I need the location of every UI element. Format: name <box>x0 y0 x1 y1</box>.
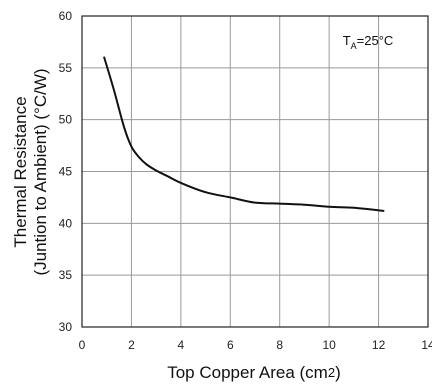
y-tick-label: 50 <box>59 113 73 127</box>
ambient-temperature-annotation: TA=25°C <box>343 33 394 51</box>
plot-frame <box>81 15 429 328</box>
y-tick-label: 35 <box>59 268 73 282</box>
x-tick-label: 6 <box>227 338 234 352</box>
annotation-main: T <box>343 33 351 48</box>
y-axis-label-line1: Thermal Resistance <box>11 96 30 247</box>
grid-lines <box>81 15 429 328</box>
x-tick-label: 2 <box>128 338 135 352</box>
x-axis-label: Top Copper Area (cm2) <box>167 363 341 382</box>
y-axis-label-line2: (Juntion to Ambient) (°C/W) <box>31 68 50 275</box>
x-axis-label-suffix: ) <box>335 363 341 382</box>
annotation-sub: A <box>351 41 357 51</box>
y-tick-label: 40 <box>59 216 73 230</box>
x-tick-label: 14 <box>421 338 432 352</box>
y-tick-label: 55 <box>59 61 73 75</box>
y-tick-label: 30 <box>59 320 73 334</box>
x-axis-label-sup: 2 <box>328 365 335 380</box>
tick-labels: 0 2 4 6 8 10 12 14 30 35 40 45 50 55 60 <box>59 9 432 352</box>
series-line <box>103 56 385 212</box>
annotation-rest: =25°C <box>357 33 394 48</box>
x-tick-label: 4 <box>178 338 185 352</box>
x-tick-label: 8 <box>276 338 283 352</box>
x-tick-label: 0 <box>79 338 86 352</box>
x-tick-label: 10 <box>322 338 336 352</box>
x-axis-label-main: Top Copper Area (cm <box>167 363 328 382</box>
series-lines <box>103 56 385 212</box>
y-tick-label: 60 <box>59 9 73 23</box>
y-tick-label: 45 <box>59 165 73 179</box>
x-tick-label: 12 <box>372 338 386 352</box>
